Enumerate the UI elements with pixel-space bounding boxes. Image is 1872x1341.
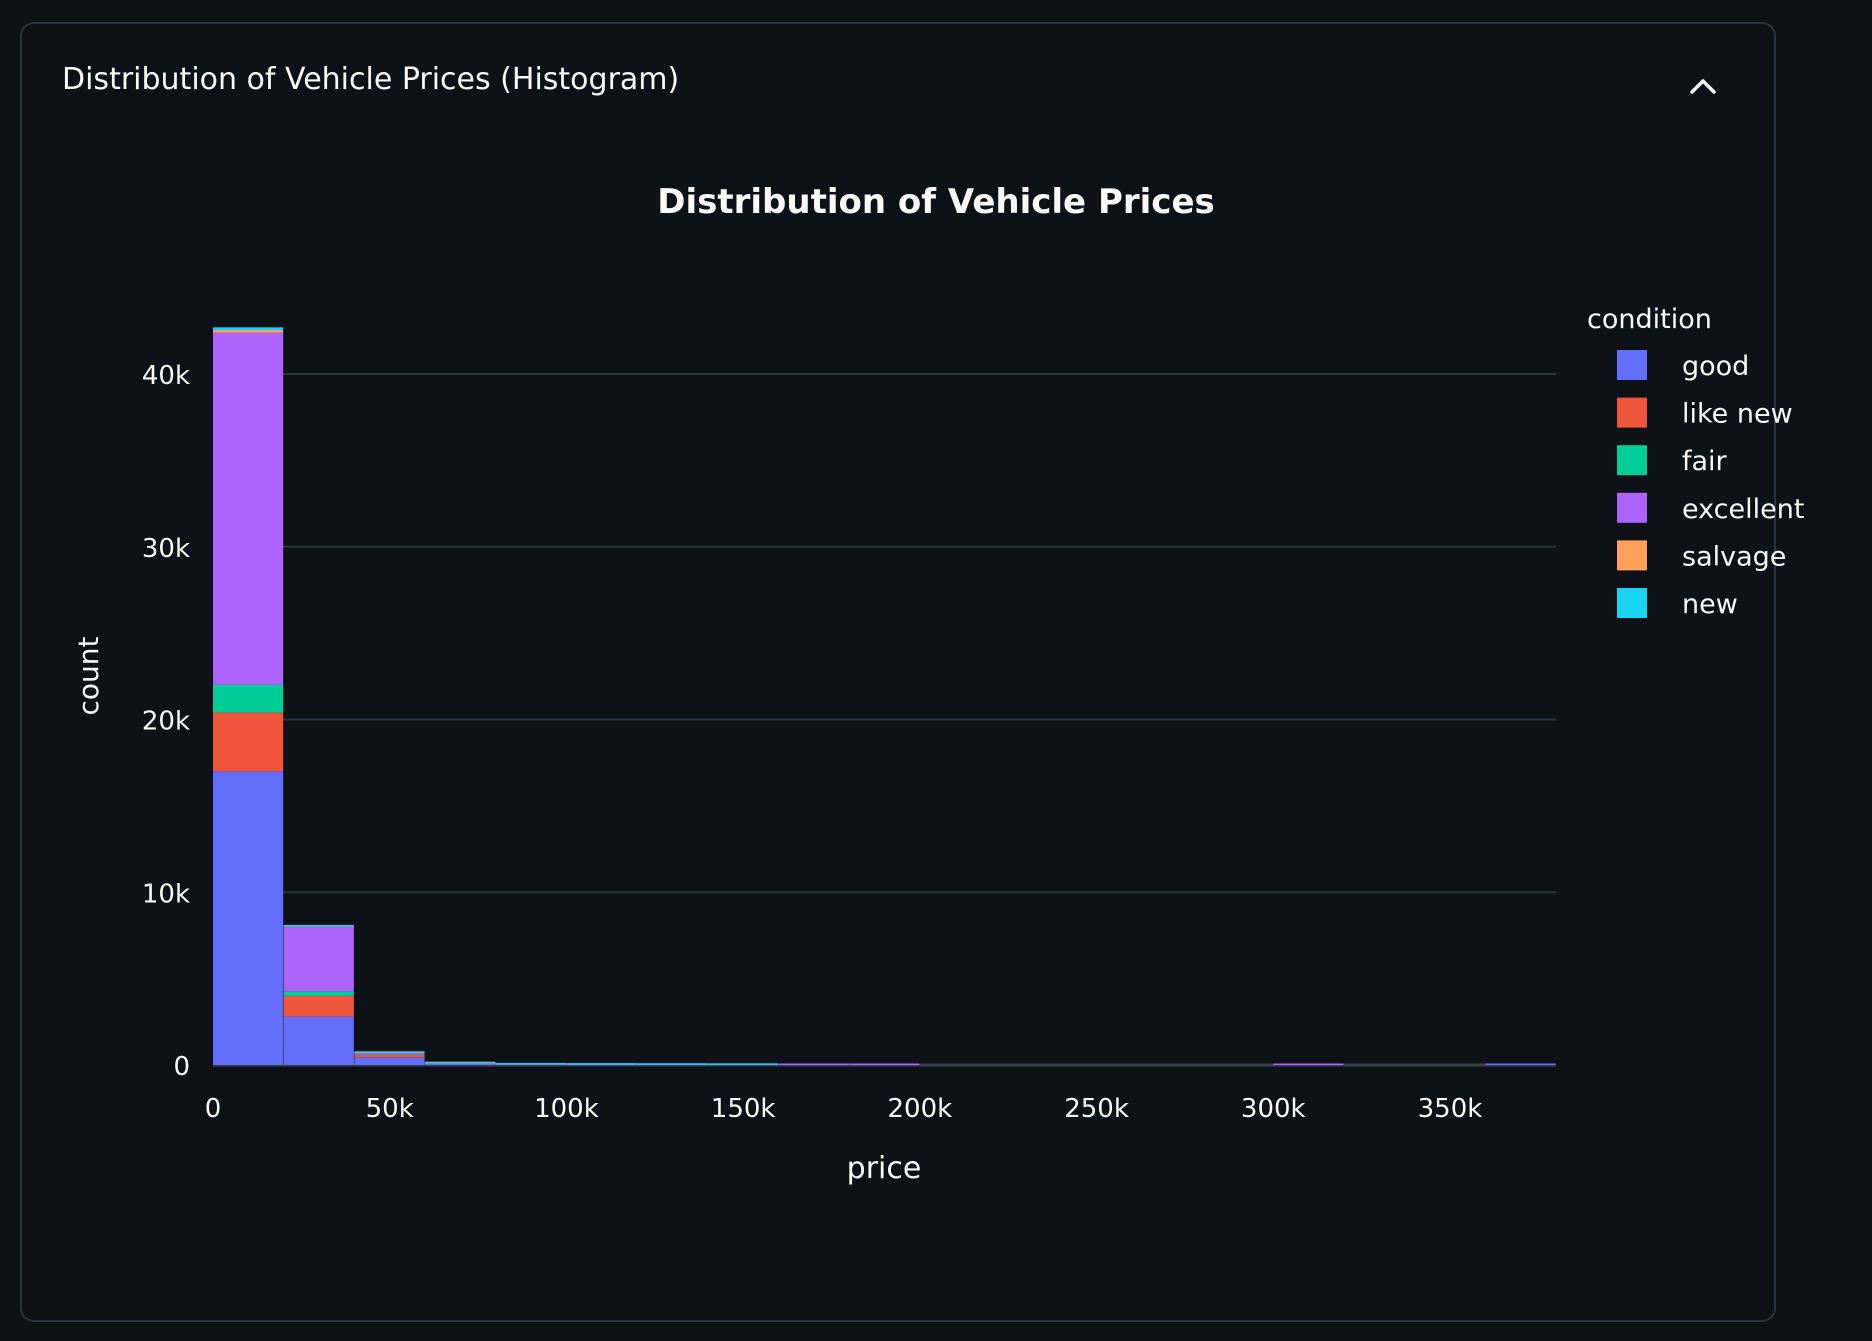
legend-swatch	[1617, 492, 1647, 523]
bar-segment	[637, 1063, 708, 1065]
x-tick-label: 250k	[1064, 1094, 1129, 1124]
legend-item-label: fair	[1682, 446, 1728, 477]
x-ticks: 0 50k 100k 150k 200k 250k 300k 350k	[205, 1094, 1483, 1124]
border-gap	[1778, 138, 1782, 1262]
legend-swatch	[1617, 350, 1647, 380]
legend-item-label: like new	[1682, 399, 1793, 430]
bar-segment	[1273, 1063, 1344, 1065]
bar-segment	[495, 1062, 566, 1065]
histogram-expander: Distribution of Vehicle Prices (Histogra…	[20, 22, 1776, 1322]
gridlines	[213, 373, 1556, 1067]
bar-segment	[283, 991, 354, 996]
bar-segment	[213, 684, 284, 713]
x-tick-label: 0	[205, 1094, 222, 1124]
x-tick-label: 300k	[1241, 1094, 1306, 1124]
legend-swatch	[1617, 540, 1647, 571]
bar-segment	[354, 1051, 425, 1053]
y-tick-label: 30k	[142, 534, 190, 564]
x-axis-label: price	[847, 1151, 922, 1186]
bar-segment	[213, 332, 284, 685]
bar-segment	[425, 1061, 496, 1064]
y-ticks: 0 10k 20k 30k 40k	[142, 361, 190, 1082]
y-tick-label: 40k	[142, 361, 190, 391]
y-tick-label: 20k	[142, 707, 190, 737]
bar-segment	[354, 1057, 425, 1065]
bar-segment	[1485, 1063, 1556, 1065]
bar-segment	[283, 995, 354, 1017]
legend-item-label: good	[1682, 351, 1749, 382]
x-tick-label: 200k	[887, 1094, 952, 1124]
bar-segment	[354, 1052, 425, 1055]
chart-title: Distribution of Vehicle Prices	[657, 182, 1215, 222]
legend: condition good like new fair excellent salva…	[1587, 304, 1804, 620]
bar-segment	[283, 1016, 354, 1065]
bar-segment	[849, 1063, 920, 1065]
bar-segment	[283, 924, 354, 927]
x-tick-label: 100k	[534, 1094, 599, 1124]
bar-segment	[778, 1063, 849, 1065]
y-axis-label: count	[72, 636, 105, 715]
bar-segment	[283, 926, 354, 992]
legend-title: condition	[1587, 304, 1712, 335]
x-tick-label: 50k	[366, 1094, 414, 1124]
bars	[213, 327, 1556, 1065]
legend-swatch	[1617, 445, 1647, 476]
x-tick-label: 150k	[711, 1094, 776, 1124]
legend-swatch	[1617, 397, 1647, 428]
bar-segment	[425, 1063, 496, 1065]
x-tick-label: 350k	[1418, 1094, 1483, 1124]
legend-swatch	[1617, 588, 1647, 618]
bar-segment	[566, 1063, 637, 1065]
expander-header[interactable]: Distribution of Vehicle Prices (Histogra…	[22, 24, 1774, 142]
legend-item-label: new	[1682, 589, 1738, 620]
bar-segment	[213, 327, 284, 330]
bar-segment	[354, 1054, 425, 1058]
y-tick-label: 10k	[142, 879, 190, 909]
y-tick-label: 0	[173, 1052, 190, 1082]
expander-title: Distribution of Vehicle Prices (Histogra…	[62, 62, 680, 97]
legend-item-label: excellent	[1682, 494, 1804, 525]
bar-segment	[213, 712, 284, 772]
bar-segment	[707, 1063, 778, 1065]
bar-segment	[213, 771, 284, 1065]
bar-segment	[213, 329, 284, 333]
legend-item-label: salvage	[1682, 541, 1786, 572]
chevron-up-icon[interactable]	[1686, 70, 1720, 104]
